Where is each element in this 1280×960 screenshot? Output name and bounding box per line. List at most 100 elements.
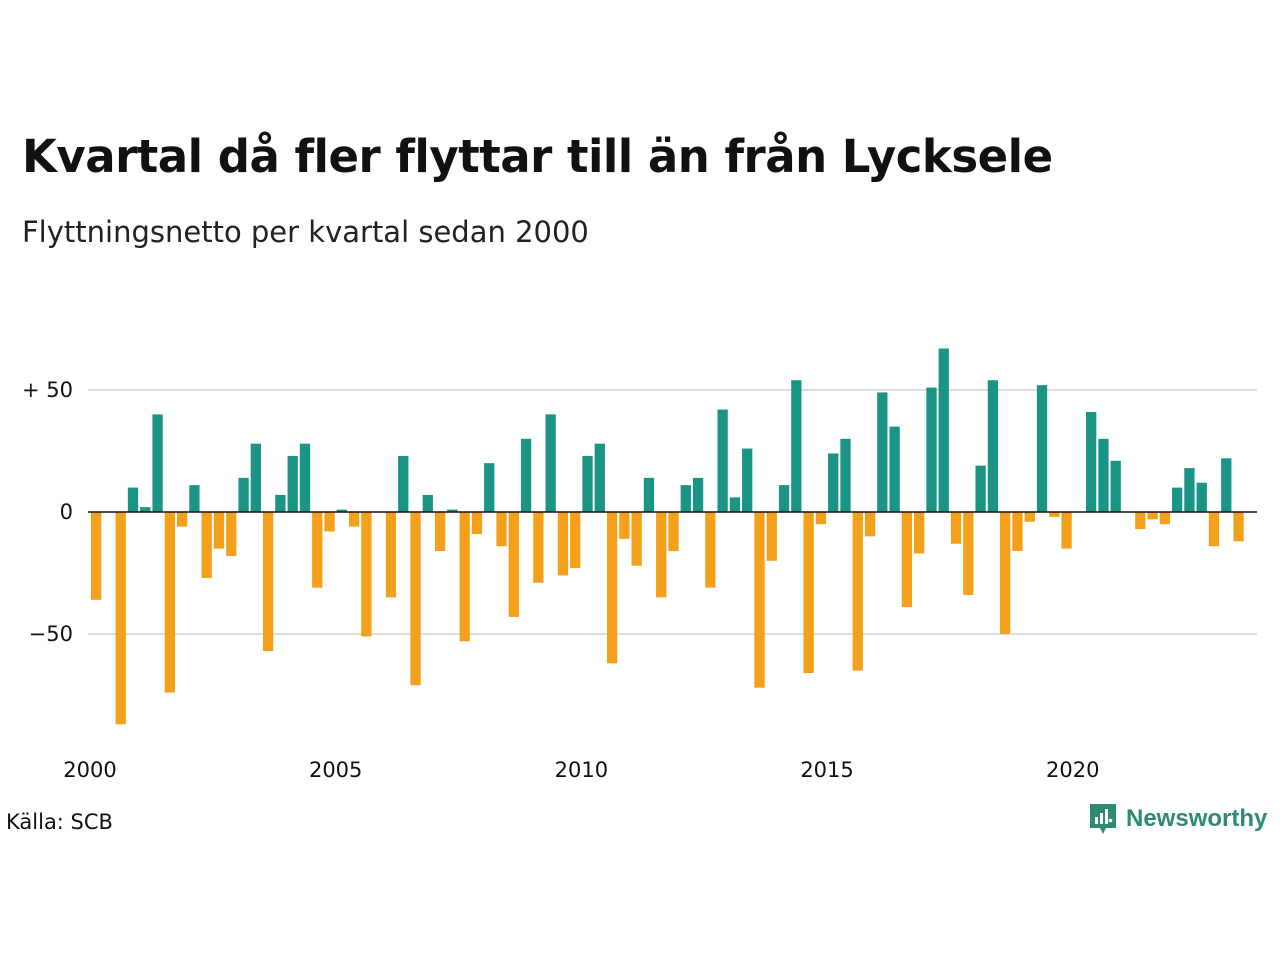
bar — [152, 414, 163, 512]
bar — [803, 512, 814, 674]
bar — [778, 485, 790, 512]
bar — [127, 487, 139, 512]
bar — [545, 414, 556, 512]
bar — [570, 512, 581, 569]
bar — [975, 465, 986, 512]
bar — [91, 512, 102, 600]
bar — [471, 512, 483, 534]
bar — [1024, 512, 1035, 522]
bar — [1184, 468, 1195, 512]
x-tick-label: 2000 — [63, 758, 116, 782]
y-tick-label: 0 — [60, 500, 73, 524]
bar — [729, 497, 741, 512]
bar — [840, 438, 851, 512]
bar — [459, 512, 470, 642]
x-tick-label: 2015 — [800, 758, 853, 782]
bar — [1221, 458, 1232, 512]
bar — [1098, 438, 1109, 512]
bar — [1172, 487, 1183, 512]
bar — [176, 512, 188, 527]
bar — [385, 512, 397, 598]
bar — [889, 426, 900, 512]
bar — [1233, 512, 1244, 542]
bar — [1061, 512, 1072, 549]
bar — [434, 512, 446, 552]
bar — [828, 453, 839, 512]
bar — [963, 512, 974, 595]
bar — [226, 512, 237, 556]
bar — [1036, 385, 1048, 512]
bar — [189, 485, 200, 512]
bar — [742, 448, 753, 512]
x-tick-label: 2005 — [309, 758, 362, 782]
x-tick-label: 2010 — [555, 758, 608, 782]
bar — [201, 512, 212, 578]
bar — [815, 512, 827, 525]
bar — [594, 443, 605, 512]
bar — [287, 455, 298, 512]
bar — [422, 494, 433, 512]
bar — [668, 512, 679, 552]
bar — [520, 438, 532, 512]
bar — [582, 455, 593, 512]
bar — [631, 512, 642, 566]
bar — [533, 512, 544, 583]
bar — [508, 512, 519, 617]
bar — [877, 392, 888, 512]
bar — [336, 509, 347, 512]
bar — [312, 512, 323, 588]
bar — [1012, 512, 1023, 552]
bar — [606, 512, 618, 664]
bar — [852, 512, 863, 671]
bar — [766, 512, 777, 561]
bar — [275, 494, 286, 512]
bar — [324, 512, 335, 532]
newsworthy-logo-icon — [1090, 804, 1116, 834]
bar — [705, 512, 716, 588]
bar — [447, 509, 458, 512]
bar — [115, 512, 126, 725]
bar — [1049, 512, 1060, 517]
bar — [791, 380, 802, 512]
chart-title: Kvartal då fler flyttar till än från Lyc… — [22, 130, 1053, 183]
brand-logo: Newsworthy — [1088, 802, 1267, 836]
bar — [484, 463, 495, 512]
bar — [717, 409, 728, 512]
bar — [410, 512, 421, 686]
brand-name: Newsworthy — [1126, 805, 1268, 832]
bar — [926, 387, 937, 512]
bar — [398, 455, 409, 512]
bar — [557, 512, 569, 576]
bar — [496, 512, 507, 547]
y-tick-label: + 50 — [22, 378, 73, 402]
bar — [238, 477, 249, 512]
bar — [914, 512, 925, 554]
bar — [950, 512, 962, 544]
bar — [901, 512, 913, 608]
bar — [864, 512, 876, 537]
bar — [938, 348, 949, 512]
chart-subtitle: Flyttningsnetto per kvartal sedan 2000 — [22, 215, 589, 249]
bar — [348, 512, 360, 527]
bar — [754, 512, 765, 688]
bar — [361, 512, 372, 637]
source-note: Källa: SCB — [6, 810, 113, 834]
bar — [299, 443, 311, 512]
bar — [619, 512, 630, 539]
bar — [140, 507, 151, 512]
bar — [1196, 482, 1207, 512]
bar — [987, 380, 999, 512]
bar — [1000, 512, 1011, 634]
bar — [680, 485, 691, 512]
x-tick-label: 2020 — [1046, 758, 1099, 782]
bar — [1147, 512, 1158, 520]
bar — [164, 512, 175, 693]
bar — [1208, 512, 1220, 547]
bar — [656, 512, 667, 598]
bar — [250, 443, 261, 512]
bar — [1086, 411, 1097, 512]
bar — [213, 512, 225, 549]
bar — [1110, 460, 1121, 512]
bar — [643, 477, 655, 512]
